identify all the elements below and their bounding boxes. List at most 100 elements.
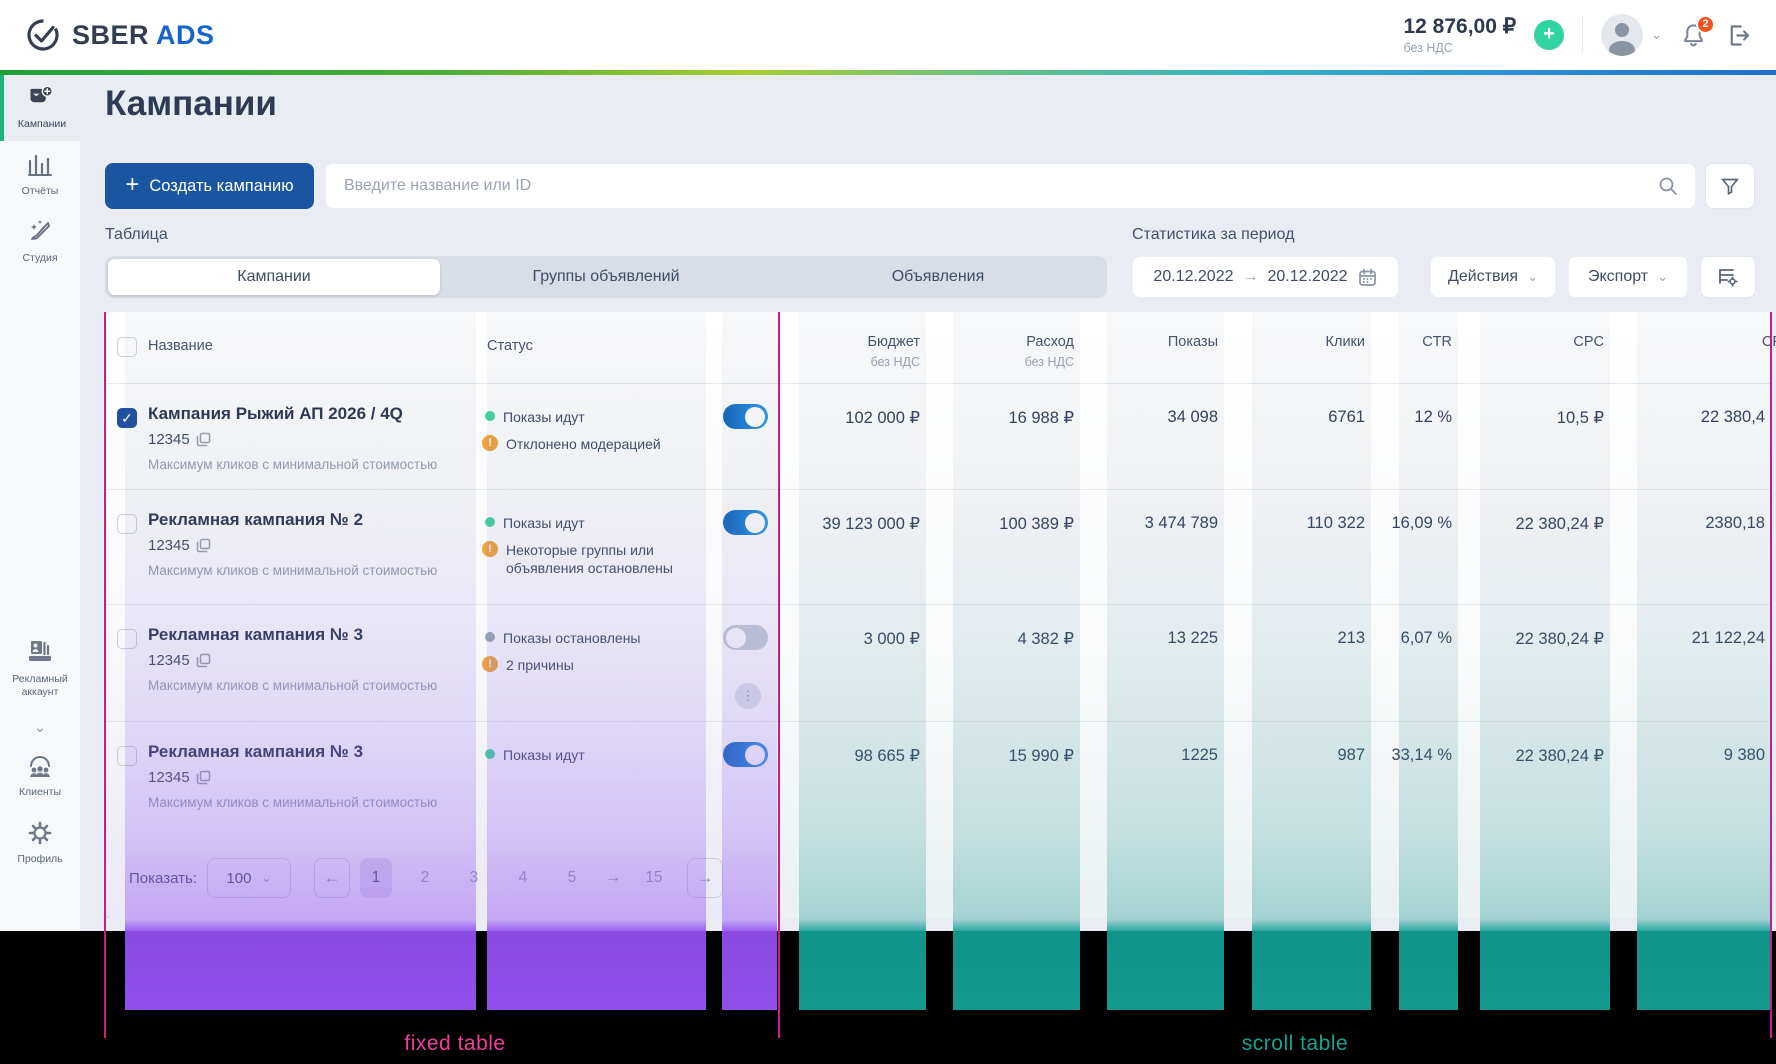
status-cell: Показы идут [485,746,690,773]
notifications-button[interactable]: 2 [1680,14,1715,49]
copy-icon[interactable] [196,538,211,553]
sidebar-item-label: Рекламный аккаунт [12,673,68,699]
column-header-budget[interactable]: Бюджет без НДС [867,334,920,369]
search-box [325,163,1696,209]
date-from: 20.12.2022 [1153,268,1234,285]
date-range-picker[interactable]: 20.12.2022 → 20.12.2022 [1132,256,1399,298]
next-page-button[interactable]: → [686,858,723,898]
cell-spend: 16 988 ₽ [1008,409,1074,427]
campaign-name[interactable]: Рекламная кампания № 3 [148,742,364,761]
campaign-id: 12345 [148,537,190,554]
page-size-select[interactable]: 100 ⌄ [206,858,291,898]
campaign-name[interactable]: Рекламная кампания № 2 [148,510,364,529]
campaign-toggle[interactable] [723,625,768,650]
filter-button[interactable] [1705,163,1755,209]
warning-icon: ! [482,541,498,558]
campaign-strategy: Максимум кликов с минимальной стоимостью [148,795,438,810]
table-row: Рекламная кампания № 3 12345 Максимум кл… [105,605,1772,722]
campaign-toggle[interactable] [723,404,768,429]
balance-note: без НДС [1403,40,1453,55]
column-settings-button[interactable] [1700,256,1756,298]
column-header-ctr[interactable]: CTR [1422,334,1452,350]
cell-cp: 9 380 [1723,746,1765,764]
row-checkbox[interactable] [117,746,137,766]
sidebar-item-reports[interactable]: Отчёты [0,141,80,208]
create-campaign-button[interactable]: + Создать кампанию [105,163,314,209]
sber-check-icon [27,19,59,51]
page-button-15[interactable]: 15 [645,869,663,886]
campaign-name-cell[interactable]: Рекламная кампания № 3 12345 Максимум кл… [148,742,478,810]
cell-impressions: 1225 [1181,746,1218,764]
copy-icon[interactable] [196,770,211,785]
cell-ctr: 6,07 % [1400,629,1452,647]
search-icon[interactable] [1657,175,1679,197]
copy-icon[interactable] [196,653,211,668]
cell-spend: 4 382 ₽ [1017,630,1074,648]
sidebar-item-ad-account[interactable]: Рекламный аккаунт [6,627,74,709]
logout-icon[interactable] [1725,22,1752,49]
column-header-status[interactable]: Статус [487,338,533,354]
topup-button[interactable]: + [1534,20,1565,50]
top-header: SBER ADS 12 876,00 ₽ без НДС + ⌄ [0,0,1776,70]
page-size-label: Показать: [129,869,197,887]
export-dropdown[interactable]: Экспорт ⌄ [1568,256,1688,298]
avatar[interactable] [1601,14,1644,56]
column-header-spend[interactable]: Расход без НДС [1024,334,1074,369]
column-header-cpc[interactable]: CPC [1573,334,1604,350]
cell-spend: 15 990 ₽ [1008,747,1074,765]
cell-ctr: 33,14 % [1391,746,1452,764]
sidebar-item-clients[interactable]: Клиенты [17,744,63,809]
user-icon [1609,23,1636,56]
campaign-name[interactable]: Кампания Рыжий АП 2026 / 4Q [148,404,403,423]
status-ok-dot [485,749,495,759]
status-cell: Показы остановлены ! 2 причины [482,629,690,683]
sidebar-item-studio[interactable]: Студия [0,208,80,275]
profile-menu[interactable]: ⌄ [1601,14,1662,56]
chevron-down-icon: ⌄ [261,871,272,885]
tab-campaigns[interactable]: Кампании [108,259,440,295]
page-button-4[interactable]: 4 [518,869,528,886]
page-button-1[interactable]: 1 [359,858,392,898]
balance: 12 876,00 ₽ без НДС [1403,15,1516,56]
date-to: 20.12.2022 [1267,268,1348,285]
sidebar-item-profile[interactable]: Профиль [15,809,64,876]
campaign-toggle[interactable] [723,742,768,767]
select-all-checkbox[interactable] [117,337,137,357]
actions-dropdown[interactable]: Действия ⌄ [1430,256,1556,298]
brand-logo[interactable]: SBER ADS [24,16,215,54]
status-paused-dot [485,632,495,642]
sidebar-item-campaigns[interactable]: Кампании [0,75,80,141]
table-header-row: Название Статус Бюджет без НДС Расход без … [105,312,1776,384]
copy-icon[interactable] [196,432,211,447]
campaign-name-cell[interactable]: Рекламная кампания № 2 12345 Максимум кл… [148,510,478,578]
campaign-name-cell[interactable]: Рекламная кампания № 3 12345 Максимум кл… [148,625,478,693]
page-button-3[interactable]: 3 [469,869,479,886]
campaign-strategy: Максимум кликов с минимальной стоимостью [148,457,438,472]
campaign-name-cell[interactable]: Кампания Рыжий АП 2026 / 4Q 12345 Максим… [148,404,478,472]
cell-cp: 22 380,4 [1700,408,1765,426]
page-button-5[interactable]: 5 [567,869,577,886]
tab-ad-groups[interactable]: Группы объявлений [532,268,680,285]
tab-ads[interactable]: Объявления [891,268,985,285]
column-header-cp[interactable]: CP [1761,334,1776,350]
row-checkbox[interactable] [117,514,137,534]
sidebar-collapse-chevron-icon[interactable]: ⌄ [34,719,46,736]
row-checkbox[interactable]: ✓ [117,408,137,428]
column-header-name[interactable]: Название [148,338,213,354]
search-input[interactable] [344,177,1657,195]
campaign-name[interactable]: Рекламная кампания № 3 [148,625,364,644]
row-more-button[interactable]: ⋮ [735,683,761,709]
campaign-toggle[interactable] [723,510,768,535]
column-header-impressions[interactable]: Показы [1167,334,1218,350]
sidebar-item-label: Клиенты [18,786,62,799]
row-checkbox[interactable] [117,629,137,649]
cell-budget: 39 123 000 ₽ [822,515,920,533]
cell-impressions: 13 225 [1167,629,1218,647]
page-button-2[interactable]: 2 [420,869,430,886]
cell-cpc: 22 380,24 ₽ [1515,630,1605,648]
header-divider [1582,17,1584,53]
prev-page-button[interactable]: ← [313,858,350,898]
clients-icon [29,756,50,778]
status-cell: Показы идут ! Некоторые группы или объявл… [482,514,690,587]
cell-cp: 2380,18 [1705,514,1765,532]
